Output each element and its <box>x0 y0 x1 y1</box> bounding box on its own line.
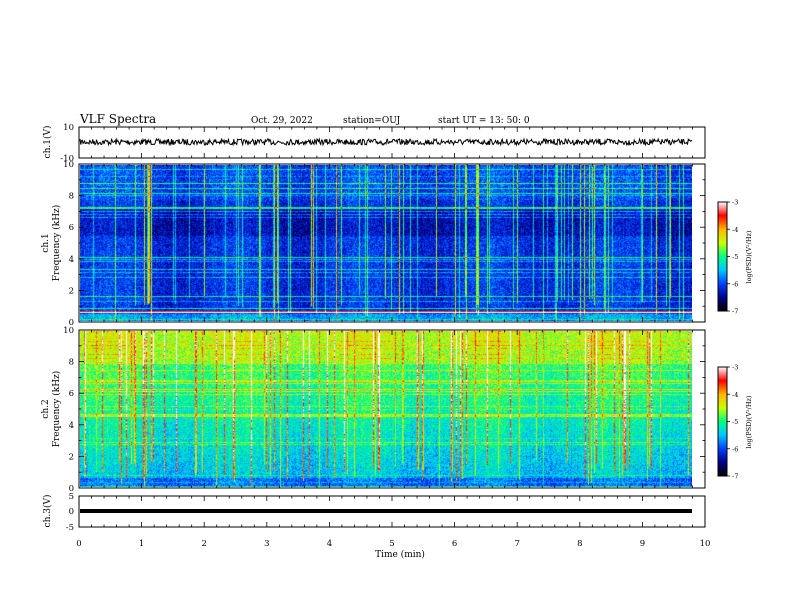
time-tick-label: 8 <box>577 539 582 549</box>
ch1-waveform-trace <box>79 137 693 147</box>
time-tick-label: 1 <box>139 539 144 549</box>
colorbar-tick-label: -3 <box>732 364 738 372</box>
ch1-ylabel: ch.1(V) <box>42 126 53 159</box>
ch1-frequency-label: Frequency (kHz) <box>51 205 62 282</box>
ch2-spectrogram-image <box>80 331 692 487</box>
ch1-waveform-panel: 10 -10 ch.1(V) <box>42 123 706 164</box>
ch2-frequency-label: Frequency (kHz) <box>51 371 62 448</box>
figure-title: VLF Spectra <box>79 112 156 126</box>
colorbar-tick-label: -7 <box>732 308 738 316</box>
ch3-waveform-trace <box>80 509 692 513</box>
ch2-channel-label: ch.2 <box>41 399 51 418</box>
time-tick-label: 4 <box>327 539 332 549</box>
ch1-time-ticks <box>78 127 706 158</box>
time-tick-label: 0 <box>76 539 81 549</box>
freq-tick-label: 2 <box>69 452 74 462</box>
colorbar-tick-label: -4 <box>732 226 738 234</box>
freq-tick-label: 0 <box>69 318 74 328</box>
ch2-colorbar-gradient <box>718 367 727 476</box>
time-tick-label: 7 <box>514 539 519 549</box>
freq-tick-label: 8 <box>69 192 74 202</box>
ch1-colorbar: -3 -4 -5 -6 -7 log(PSD)(V²/Hz) <box>717 199 753 316</box>
colorbar-tick-label: -4 <box>732 391 738 399</box>
freq-tick-label: 6 <box>69 389 74 399</box>
ch1-channel-label: ch.1 <box>41 233 51 252</box>
ch1-ytick-top: 10 <box>63 123 74 133</box>
ch3-ytick-bottom: -5 <box>66 523 74 533</box>
colorbar-tick-label: -5 <box>732 418 738 426</box>
ch1-colorbar-gradient <box>718 202 727 311</box>
freq-tick-label: 10 <box>63 160 74 170</box>
colorbar-tick-label: -5 <box>732 253 738 261</box>
freq-tick-label: 10 <box>63 326 74 336</box>
time-tick-label: 3 <box>264 539 269 549</box>
ch2-spectrogram-panel: 0 2 4 6 8 10 ch.2 Frequency (kHz) <box>41 326 706 494</box>
ch3-time-ticks <box>78 496 706 527</box>
ch1-spectrogram-image <box>80 165 692 321</box>
time-tick-label: 5 <box>389 539 394 549</box>
ch1-frequency-ticks: 0 2 4 6 8 10 <box>63 160 705 328</box>
ch1-ytick-bottom: -10 <box>60 154 74 164</box>
ch3-ytick-mid: 0 <box>69 507 74 517</box>
time-tick-label: 9 <box>640 539 645 549</box>
ch2-frequency-ticks: 0 2 4 6 8 10 <box>63 326 705 494</box>
ch1-colorbar-ticks: -3 -4 -5 -6 -7 <box>727 199 738 316</box>
colorbar-tick-label: -7 <box>732 473 738 481</box>
ch3-ylabel: ch.3(V) <box>42 495 53 528</box>
freq-tick-label: 6 <box>69 223 74 233</box>
colorbar-tick-label: -6 <box>732 445 738 453</box>
date-label: Oct. 29, 2022 <box>251 116 313 126</box>
ch2-spec-time-ticks <box>78 330 706 488</box>
ch2-colorbar-label: log(PSD)(V²/Hz) <box>745 395 753 448</box>
ch2-colorbar-ticks: -3 -4 -5 -6 -7 <box>727 364 738 481</box>
colorbar-tick-label: -3 <box>732 199 738 207</box>
time-tick-label: 6 <box>452 539 457 549</box>
time-tick-label: 10 <box>700 539 711 549</box>
freq-tick-label: 4 <box>69 255 74 265</box>
freq-tick-label: 0 <box>69 484 74 494</box>
ch3-ytick-top: 5 <box>69 492 74 502</box>
ch3-waveform-panel: 5 0 -5 ch.3(V) <box>42 492 706 533</box>
freq-tick-label: 2 <box>69 286 74 296</box>
start-time-label: start UT = 13: 50: 0 <box>438 116 530 126</box>
time-axis-tick-labels: 0 1 2 3 4 5 6 7 8 9 10 <box>76 539 710 549</box>
x-axis-label: Time (min) <box>375 549 425 560</box>
colorbar-tick-label: -6 <box>732 280 738 288</box>
freq-tick-label: 8 <box>69 358 74 368</box>
time-tick-label: 2 <box>201 539 206 549</box>
ch2-colorbar: -3 -4 -5 -6 -7 log(PSD)(V²/Hz) <box>717 364 753 481</box>
ch1-spec-time-ticks <box>78 164 706 322</box>
ch1-spectrogram-panel: 0 2 4 6 8 10 ch.1 Frequency (kHz) <box>41 160 706 328</box>
station-label: station=OUJ <box>343 116 401 126</box>
freq-tick-label: 4 <box>69 421 74 431</box>
ch1-colorbar-label: log(PSD)(V²/Hz) <box>745 230 753 283</box>
